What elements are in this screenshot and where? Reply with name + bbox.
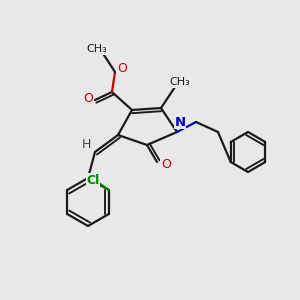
Text: CH₃: CH₃ [169,77,190,87]
Text: O: O [117,62,127,76]
Text: O: O [161,158,171,170]
Text: N: N [174,116,186,128]
Text: O: O [83,92,93,106]
Text: CH₃: CH₃ [87,44,107,54]
Text: Cl: Cl [86,173,99,187]
Text: H: H [81,137,91,151]
